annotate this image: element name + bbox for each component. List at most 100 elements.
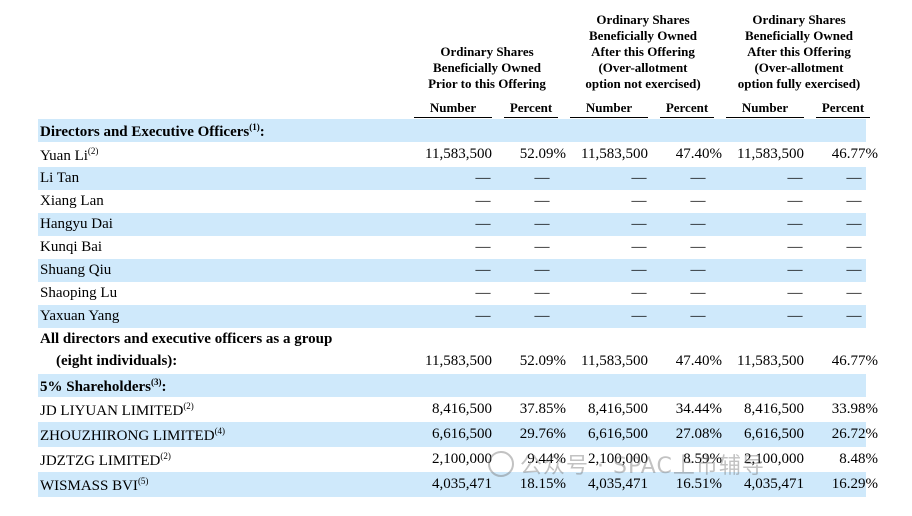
row-label: Hangyu Dai xyxy=(40,216,113,233)
table-row: Li Tan — — — — — — xyxy=(38,167,866,190)
subheader-percent: Percent xyxy=(509,100,553,115)
dash-cell: — xyxy=(631,170,647,186)
table-row: 5% Shareholders(3): xyxy=(38,374,866,397)
number-cell: 8,416,500 xyxy=(588,401,648,417)
row-label: Yuan Li(2) xyxy=(40,146,98,165)
header-line: Prior to this Offering xyxy=(428,76,546,91)
header-underline xyxy=(414,117,492,118)
dash-cell: — xyxy=(787,170,803,186)
dash-cell: — xyxy=(846,239,862,255)
column-group-header: Ordinary Shares Beneficially Owned After t… xyxy=(724,12,874,92)
dash-cell: — xyxy=(534,262,550,278)
header-line: After this Offering xyxy=(591,44,695,59)
percent-cell: 46.77% xyxy=(831,353,878,369)
table-row: JD LIYUAN LIMITED(2) 8,416,500 37.85% 8,416… xyxy=(38,397,878,422)
table-row: Kunqi Bai — — — — — — xyxy=(38,236,866,259)
dash-cell: — xyxy=(475,193,491,209)
row-label-text: Xiang Lan xyxy=(40,193,104,209)
number-cell: 6,616,500 xyxy=(588,426,648,442)
dash-cell: — xyxy=(631,308,647,324)
number-cell: 11,583,500 xyxy=(425,353,492,369)
percent-cell: 37.85% xyxy=(519,401,566,417)
dash-cell: — xyxy=(475,216,491,232)
percent-cell: 16.51% xyxy=(675,476,722,492)
footnote-marker: (2) xyxy=(160,451,171,461)
dash-cell: — xyxy=(534,193,550,209)
table-row: All directors and executive officers as … xyxy=(38,328,878,374)
percent-cell: 8.48% xyxy=(839,451,878,467)
label-suffix: : xyxy=(259,124,265,140)
dash-cell: — xyxy=(690,216,706,232)
table-row: Xiang Lan — — — — — — xyxy=(38,190,866,213)
row-label-text: Hangyu Dai xyxy=(40,216,113,232)
column-group-header: Ordinary Shares Beneficially Owned Prior t… xyxy=(412,44,562,92)
row-label: WISMASS BVI(5) xyxy=(40,476,148,495)
percent-cell: 9.44% xyxy=(527,451,566,467)
percent-cell: 18.15% xyxy=(519,476,566,492)
row-label: Xiang Lan xyxy=(40,193,104,210)
dash-cell: — xyxy=(534,170,550,186)
number-cell: 8,416,500 xyxy=(744,401,804,417)
percent-cell: 29.76% xyxy=(519,426,566,442)
row-label-text: ZHOUZHIRONG LIMITED xyxy=(40,428,215,444)
row-label-text: Kunqi Bai xyxy=(40,239,103,255)
subheader-percent: Percent xyxy=(665,100,709,115)
number-cell: 8,416,500 xyxy=(432,401,492,417)
number-cell: 11,583,500 xyxy=(737,146,804,162)
percent-cell: 47.40% xyxy=(675,146,722,162)
row-label: Yaxuan Yang xyxy=(40,308,119,325)
footnote-marker: (2) xyxy=(87,146,99,156)
number-cell: 4,035,471 xyxy=(744,476,804,492)
row-label-text: All directors and executive officers as … xyxy=(40,331,333,347)
footnote-marker: (1) xyxy=(249,122,260,132)
dash-cell: — xyxy=(690,285,706,301)
percent-cell: 33.98% xyxy=(831,401,878,417)
row-label-text: Li Tan xyxy=(40,170,80,186)
row-label-text: 5% Shareholders xyxy=(40,379,151,395)
percent-cell: 16.29% xyxy=(831,476,878,492)
number-cell: 6,616,500 xyxy=(744,426,804,442)
percent-cell: 46.77% xyxy=(831,146,878,162)
dash-cell: — xyxy=(846,308,862,324)
dash-cell: — xyxy=(690,262,706,278)
table-row: Shaoping Lu — — — — — — xyxy=(38,282,866,305)
row-label-text: JD LIYUAN LIMITED xyxy=(40,403,184,419)
row-label-text: Directors and Executive Officers xyxy=(40,124,250,140)
dash-cell: — xyxy=(475,262,491,278)
table-row: Yaxuan Yang — — — — — — xyxy=(38,305,866,328)
table-row: ZHOUZHIRONG LIMITED(4) 6,616,500 29.76% 6,6… xyxy=(38,422,878,447)
row-label: JD LIYUAN LIMITED(2) xyxy=(40,401,194,420)
dash-cell: — xyxy=(787,308,803,324)
dash-cell: — xyxy=(787,285,803,301)
header-line: Beneficially Owned xyxy=(589,28,697,43)
table-row: Hangyu Dai — — — — — — xyxy=(38,213,866,236)
number-cell: 11,583,500 xyxy=(581,353,648,369)
footnote-marker: (4) xyxy=(214,426,226,436)
number-cell: 2,100,000 xyxy=(588,451,648,467)
percent-cell: 26.72% xyxy=(831,426,878,442)
dash-cell: — xyxy=(631,239,647,255)
header-line: Ordinary Shares xyxy=(596,12,690,27)
row-label-text: Shaoping Lu xyxy=(40,285,118,301)
dash-cell: — xyxy=(534,216,550,232)
header-underline xyxy=(570,117,648,118)
subheader-percent: Percent xyxy=(821,100,865,115)
header-line: Beneficially Owned xyxy=(745,28,853,43)
row-label-text: Yuan Li xyxy=(40,148,88,164)
row-label-text: WISMASS BVI xyxy=(40,478,138,494)
number-cell: 11,583,500 xyxy=(581,146,648,162)
dash-cell: — xyxy=(631,216,647,232)
dash-cell: — xyxy=(787,262,803,278)
dash-cell: — xyxy=(475,170,491,186)
header-underline xyxy=(816,117,870,118)
row-label-text: Yaxuan Yang xyxy=(40,308,120,324)
column-group-header: Ordinary Shares Beneficially Owned After t… xyxy=(568,12,718,92)
dash-cell: — xyxy=(787,193,803,209)
dash-cell: — xyxy=(846,262,862,278)
row-label-continued: (eight individuals): xyxy=(56,353,178,369)
header-line: Beneficially Owned xyxy=(433,60,541,75)
number-cell: 6,616,500 xyxy=(432,426,492,442)
dash-cell: — xyxy=(787,239,803,255)
wechat-icon xyxy=(488,451,514,477)
table-row: Shuang Qiu — — — — — — xyxy=(38,259,866,282)
